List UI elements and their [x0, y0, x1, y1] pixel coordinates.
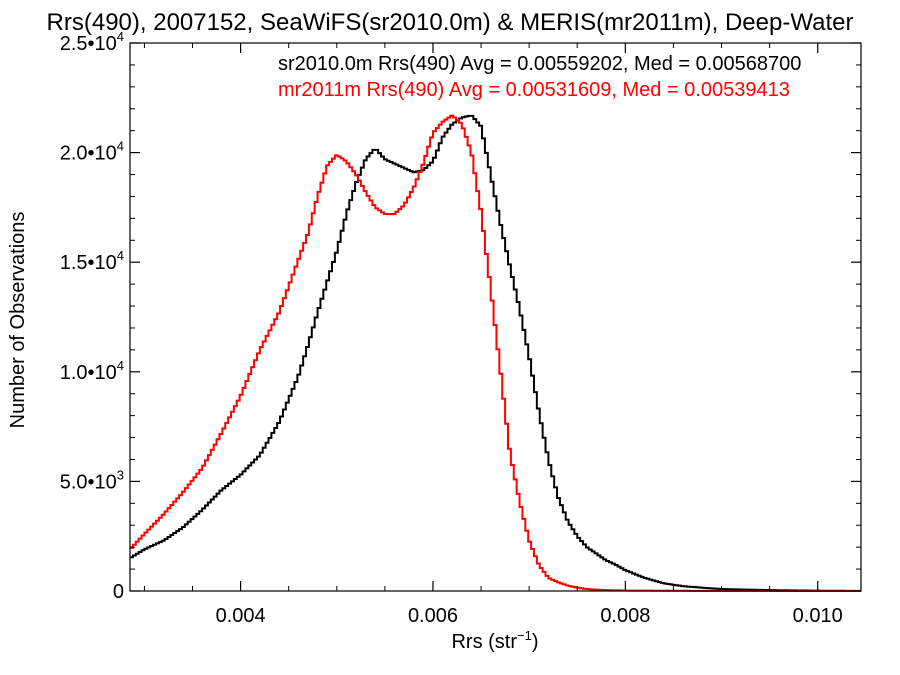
- legend-entry-mr2011: mr2011m Rrs(490) Avg = 0.00531609, Med =…: [278, 79, 790, 101]
- y-tick-label: 5.0•103: [60, 467, 124, 493]
- y-tick-label: 0: [113, 581, 124, 603]
- x-tick-label: 0.008: [600, 605, 650, 627]
- series-line-1: [130, 114, 861, 592]
- x-axis-label-main: Rrs (str: [451, 631, 517, 653]
- x-tick-label: 0.004: [216, 605, 266, 627]
- y-tick-label: 1.5•104: [60, 248, 124, 274]
- x-tick-label: 0.010: [793, 605, 843, 627]
- y-tick-label: 1.0•104: [60, 358, 124, 384]
- x-axis-label: Rrs (str−1): [451, 628, 538, 653]
- y-tick-label: 2.5•104: [60, 29, 124, 55]
- y-tick-label: 2.0•104: [60, 139, 124, 165]
- x-tick-label: 0.006: [408, 605, 458, 627]
- series-line-0: [130, 114, 862, 592]
- plot-area: 0.004 0.006 0.008 0.010 0 5.0•103 1.0•104 1.5•1…: [60, 29, 862, 627]
- legend-entry-sr2010: sr2010.0m Rrs(490) Avg = 0.00559202, Med…: [278, 53, 801, 75]
- plot-frame: [129, 42, 862, 592]
- x-axis-label-superscript: −1: [517, 628, 532, 643]
- chart-title: Rrs(490), 2007152, SeaWiFS(sr2010.0m) & …: [47, 9, 854, 36]
- y-axis-label: Number of Observations: [7, 212, 29, 429]
- x-axis-label-close: ): [532, 631, 539, 653]
